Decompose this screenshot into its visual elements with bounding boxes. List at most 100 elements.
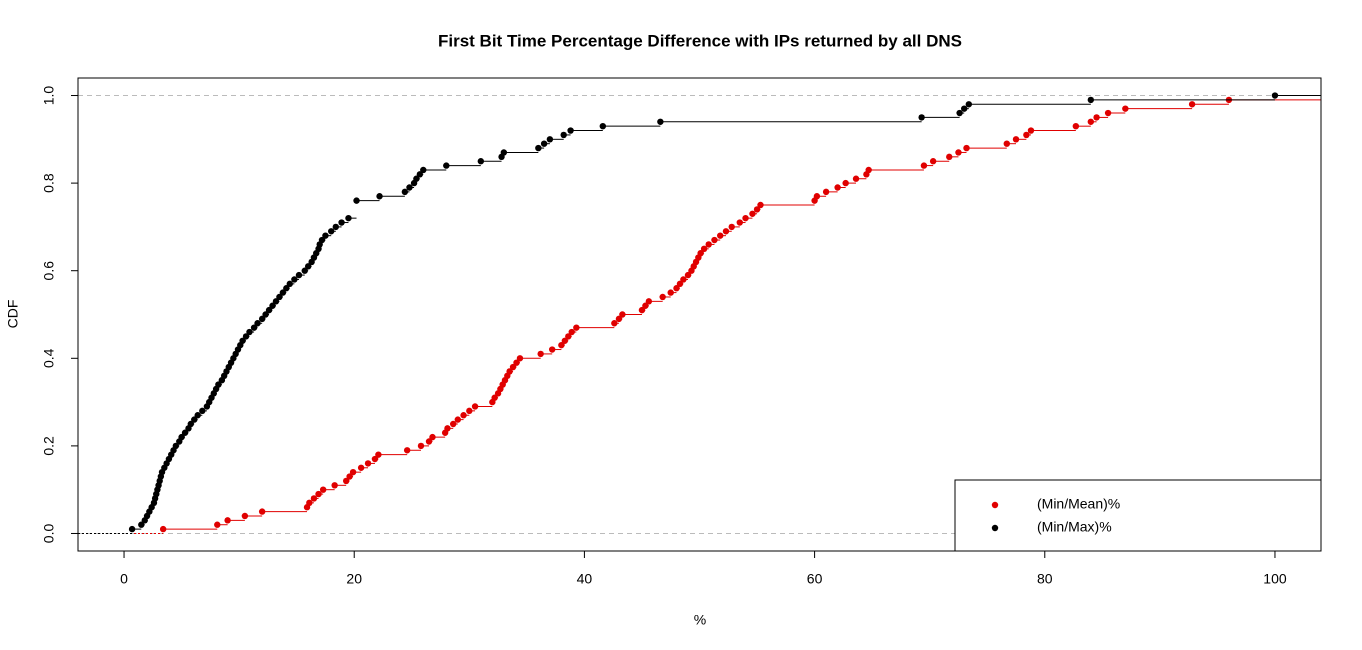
y-tick-label: 0.6 bbox=[41, 261, 57, 281]
point bbox=[573, 324, 580, 331]
point bbox=[676, 280, 684, 288]
point bbox=[357, 464, 365, 471]
point bbox=[1093, 114, 1100, 121]
point bbox=[471, 403, 479, 410]
point bbox=[406, 184, 413, 191]
point bbox=[1087, 96, 1095, 104]
point bbox=[1122, 105, 1129, 112]
point bbox=[128, 525, 136, 533]
point bbox=[1072, 122, 1080, 130]
point bbox=[194, 412, 201, 419]
point bbox=[331, 482, 338, 489]
x-tick-label: 80 bbox=[1037, 571, 1053, 587]
point bbox=[172, 442, 180, 450]
point bbox=[477, 158, 485, 165]
point bbox=[513, 359, 520, 366]
point bbox=[680, 276, 687, 283]
point bbox=[700, 245, 708, 253]
point bbox=[262, 311, 269, 318]
point bbox=[454, 416, 462, 423]
point bbox=[920, 162, 928, 169]
point bbox=[301, 267, 308, 274]
point bbox=[1027, 127, 1035, 134]
point bbox=[1012, 136, 1020, 143]
point bbox=[444, 425, 451, 432]
point bbox=[1087, 118, 1095, 125]
point bbox=[375, 451, 382, 458]
point bbox=[728, 223, 735, 231]
point bbox=[705, 241, 712, 248]
point bbox=[757, 201, 764, 209]
point bbox=[667, 289, 674, 296]
point bbox=[1104, 109, 1112, 117]
point bbox=[304, 263, 312, 270]
point bbox=[269, 302, 276, 309]
point bbox=[224, 517, 231, 524]
point bbox=[199, 407, 206, 415]
point bbox=[645, 298, 653, 305]
point bbox=[548, 346, 556, 353]
point bbox=[376, 193, 383, 200]
point bbox=[659, 293, 666, 301]
point bbox=[619, 311, 626, 318]
point bbox=[565, 333, 572, 340]
point bbox=[241, 512, 249, 520]
point bbox=[181, 429, 189, 436]
point bbox=[460, 412, 467, 419]
point bbox=[416, 171, 424, 178]
point bbox=[242, 333, 250, 340]
legend-label: (Min/Max)% bbox=[1037, 519, 1112, 535]
point bbox=[506, 368, 513, 375]
point bbox=[413, 175, 420, 182]
point bbox=[258, 508, 266, 515]
point bbox=[258, 315, 266, 323]
point bbox=[753, 206, 761, 213]
point bbox=[711, 236, 718, 244]
point bbox=[546, 136, 554, 143]
point bbox=[918, 114, 925, 121]
point bbox=[822, 188, 830, 196]
point bbox=[657, 118, 664, 125]
point bbox=[834, 184, 841, 191]
point bbox=[561, 337, 569, 344]
point bbox=[842, 179, 849, 187]
point bbox=[403, 447, 411, 454]
point bbox=[1271, 92, 1279, 99]
point bbox=[673, 285, 680, 292]
point bbox=[322, 232, 329, 239]
point bbox=[254, 320, 261, 327]
point bbox=[276, 293, 283, 301]
point bbox=[371, 455, 379, 463]
point bbox=[611, 320, 618, 327]
point bbox=[567, 127, 574, 134]
point bbox=[138, 521, 145, 528]
point bbox=[349, 468, 357, 476]
legend-label: (Min/Mean)% bbox=[1037, 496, 1120, 512]
plot-frame bbox=[77, 77, 1322, 552]
point bbox=[684, 271, 692, 279]
point bbox=[214, 521, 221, 528]
legend-marker bbox=[991, 501, 999, 509]
point bbox=[291, 276, 298, 283]
point bbox=[265, 306, 273, 314]
point bbox=[697, 249, 704, 257]
point bbox=[191, 416, 198, 423]
point bbox=[955, 149, 962, 156]
point bbox=[420, 166, 427, 174]
point bbox=[537, 350, 544, 358]
point bbox=[509, 363, 517, 371]
point bbox=[865, 166, 872, 174]
point bbox=[295, 271, 303, 279]
y-tick-label: 0.0 bbox=[41, 524, 57, 544]
point bbox=[279, 289, 287, 296]
point bbox=[364, 460, 372, 467]
point bbox=[736, 219, 743, 226]
point bbox=[353, 197, 360, 204]
point bbox=[286, 280, 293, 288]
x-tick-label: 60 bbox=[807, 571, 823, 587]
chart-title: First Bit Time Percentage Difference wit… bbox=[438, 31, 962, 50]
y-axis-label: CDF bbox=[5, 300, 21, 329]
point bbox=[500, 149, 508, 156]
point bbox=[965, 101, 973, 108]
